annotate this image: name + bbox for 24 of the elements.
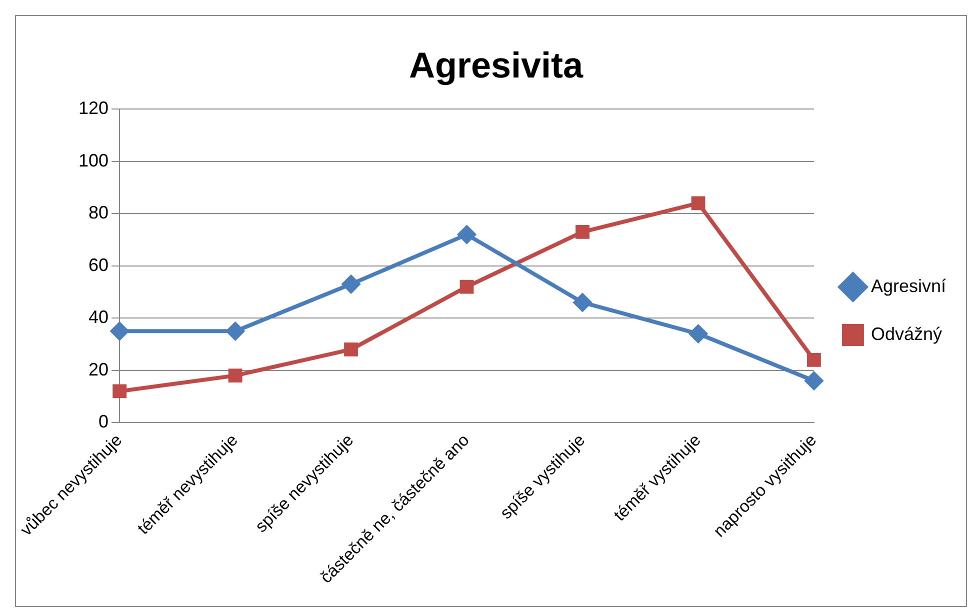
- point: [228, 368, 242, 383]
- legend-label: Agresivní: [870, 276, 946, 296]
- point: [691, 196, 706, 210]
- point: [344, 342, 358, 356]
- point: [110, 322, 129, 340]
- y-tick-label: 120: [78, 98, 109, 118]
- point: [342, 275, 360, 294]
- point: [576, 224, 590, 239]
- point: [573, 293, 592, 312]
- point: [689, 324, 708, 343]
- y-tick-label: 100: [78, 150, 109, 170]
- y-tick-label: 40: [88, 307, 109, 328]
- point: [458, 226, 476, 244]
- point: [460, 280, 474, 294]
- point: [226, 322, 244, 340]
- y-tick-label: 80: [88, 202, 109, 223]
- chart-title: Agresivita: [408, 44, 584, 86]
- y-tick-label: 60: [88, 254, 109, 275]
- y-tick-label: 0: [98, 412, 109, 432]
- legend-label: Odvážný: [870, 324, 942, 344]
- point: [804, 372, 823, 390]
- y-tick-label: 20: [88, 359, 109, 380]
- point: [807, 352, 821, 367]
- point: [112, 384, 127, 398]
